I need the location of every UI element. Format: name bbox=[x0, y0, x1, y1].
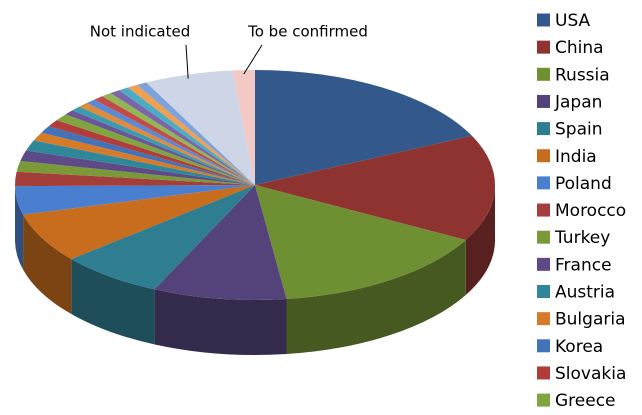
legend-swatch bbox=[537, 176, 550, 190]
legend-swatch bbox=[537, 40, 550, 54]
slice bbox=[41, 126, 255, 185]
legend-swatch bbox=[537, 122, 550, 136]
legend-swatch bbox=[537, 257, 550, 271]
slice-side bbox=[465, 185, 495, 295]
slice bbox=[154, 185, 287, 301]
slice bbox=[119, 87, 256, 185]
slice bbox=[48, 120, 255, 185]
callout-line bbox=[185, 44, 189, 79]
pie-tops bbox=[14, 70, 495, 301]
slice bbox=[79, 103, 256, 185]
slice bbox=[23, 185, 256, 260]
callout-label: To be confirmed bbox=[247, 23, 368, 41]
callout-label: Not indicated bbox=[90, 23, 190, 41]
legend-swatch bbox=[537, 67, 550, 81]
slice-side bbox=[71, 259, 155, 345]
legend-swatch bbox=[537, 339, 550, 353]
slice bbox=[102, 93, 255, 185]
slice bbox=[94, 96, 255, 185]
legend-swatch bbox=[537, 13, 550, 27]
pie-sides bbox=[15, 185, 495, 355]
legend-label: Poland bbox=[555, 174, 612, 194]
legend-label: Morocco bbox=[555, 201, 626, 221]
slice bbox=[86, 99, 255, 185]
legend-label: Russia bbox=[555, 65, 610, 85]
slice bbox=[20, 150, 256, 185]
legend-swatch bbox=[537, 149, 550, 163]
legend-swatch bbox=[537, 366, 550, 380]
legend-label: Japan bbox=[554, 92, 602, 112]
slice bbox=[15, 185, 255, 215]
slice bbox=[255, 70, 472, 185]
slice-side bbox=[286, 239, 466, 355]
slice bbox=[255, 185, 466, 300]
slice bbox=[65, 110, 255, 185]
slice bbox=[33, 132, 255, 185]
slice bbox=[255, 135, 495, 240]
slice bbox=[110, 90, 255, 185]
slice bbox=[14, 171, 255, 187]
legend-label: Turkey bbox=[554, 228, 610, 248]
legend-label: Slovakia bbox=[555, 364, 626, 384]
slice-side bbox=[23, 214, 72, 315]
callouts: Not indicated To be confirmed bbox=[90, 23, 368, 79]
legend-label: Austria bbox=[555, 283, 615, 303]
legend-label: France bbox=[555, 255, 612, 275]
slice bbox=[72, 106, 255, 185]
slice bbox=[146, 70, 255, 185]
callout-line bbox=[243, 44, 263, 75]
legend-swatch bbox=[537, 285, 550, 298]
legend-swatch bbox=[537, 94, 550, 108]
slice bbox=[136, 82, 255, 185]
slice bbox=[232, 70, 255, 185]
slice bbox=[26, 140, 256, 185]
legend-label: Bulgaria bbox=[555, 310, 626, 330]
legend-swatch bbox=[537, 312, 550, 326]
legend-swatch bbox=[537, 203, 550, 217]
legend-swatch bbox=[537, 230, 550, 244]
slice bbox=[56, 114, 255, 185]
legend-label: Korea bbox=[555, 337, 603, 357]
legend-label: Spain bbox=[555, 120, 603, 140]
legend-label: China bbox=[555, 38, 604, 58]
slice-side bbox=[154, 289, 287, 355]
slice bbox=[71, 185, 255, 290]
slice-side bbox=[15, 186, 24, 270]
legend-label: India bbox=[555, 147, 597, 167]
legend: USA China Russia Japan Spain India Poland Moroc… bbox=[537, 11, 626, 411]
slice bbox=[16, 161, 256, 185]
legend-swatch bbox=[537, 393, 550, 407]
legend-label: Greece bbox=[555, 391, 616, 411]
slice bbox=[127, 84, 255, 185]
legend-label: USA bbox=[555, 11, 591, 31]
